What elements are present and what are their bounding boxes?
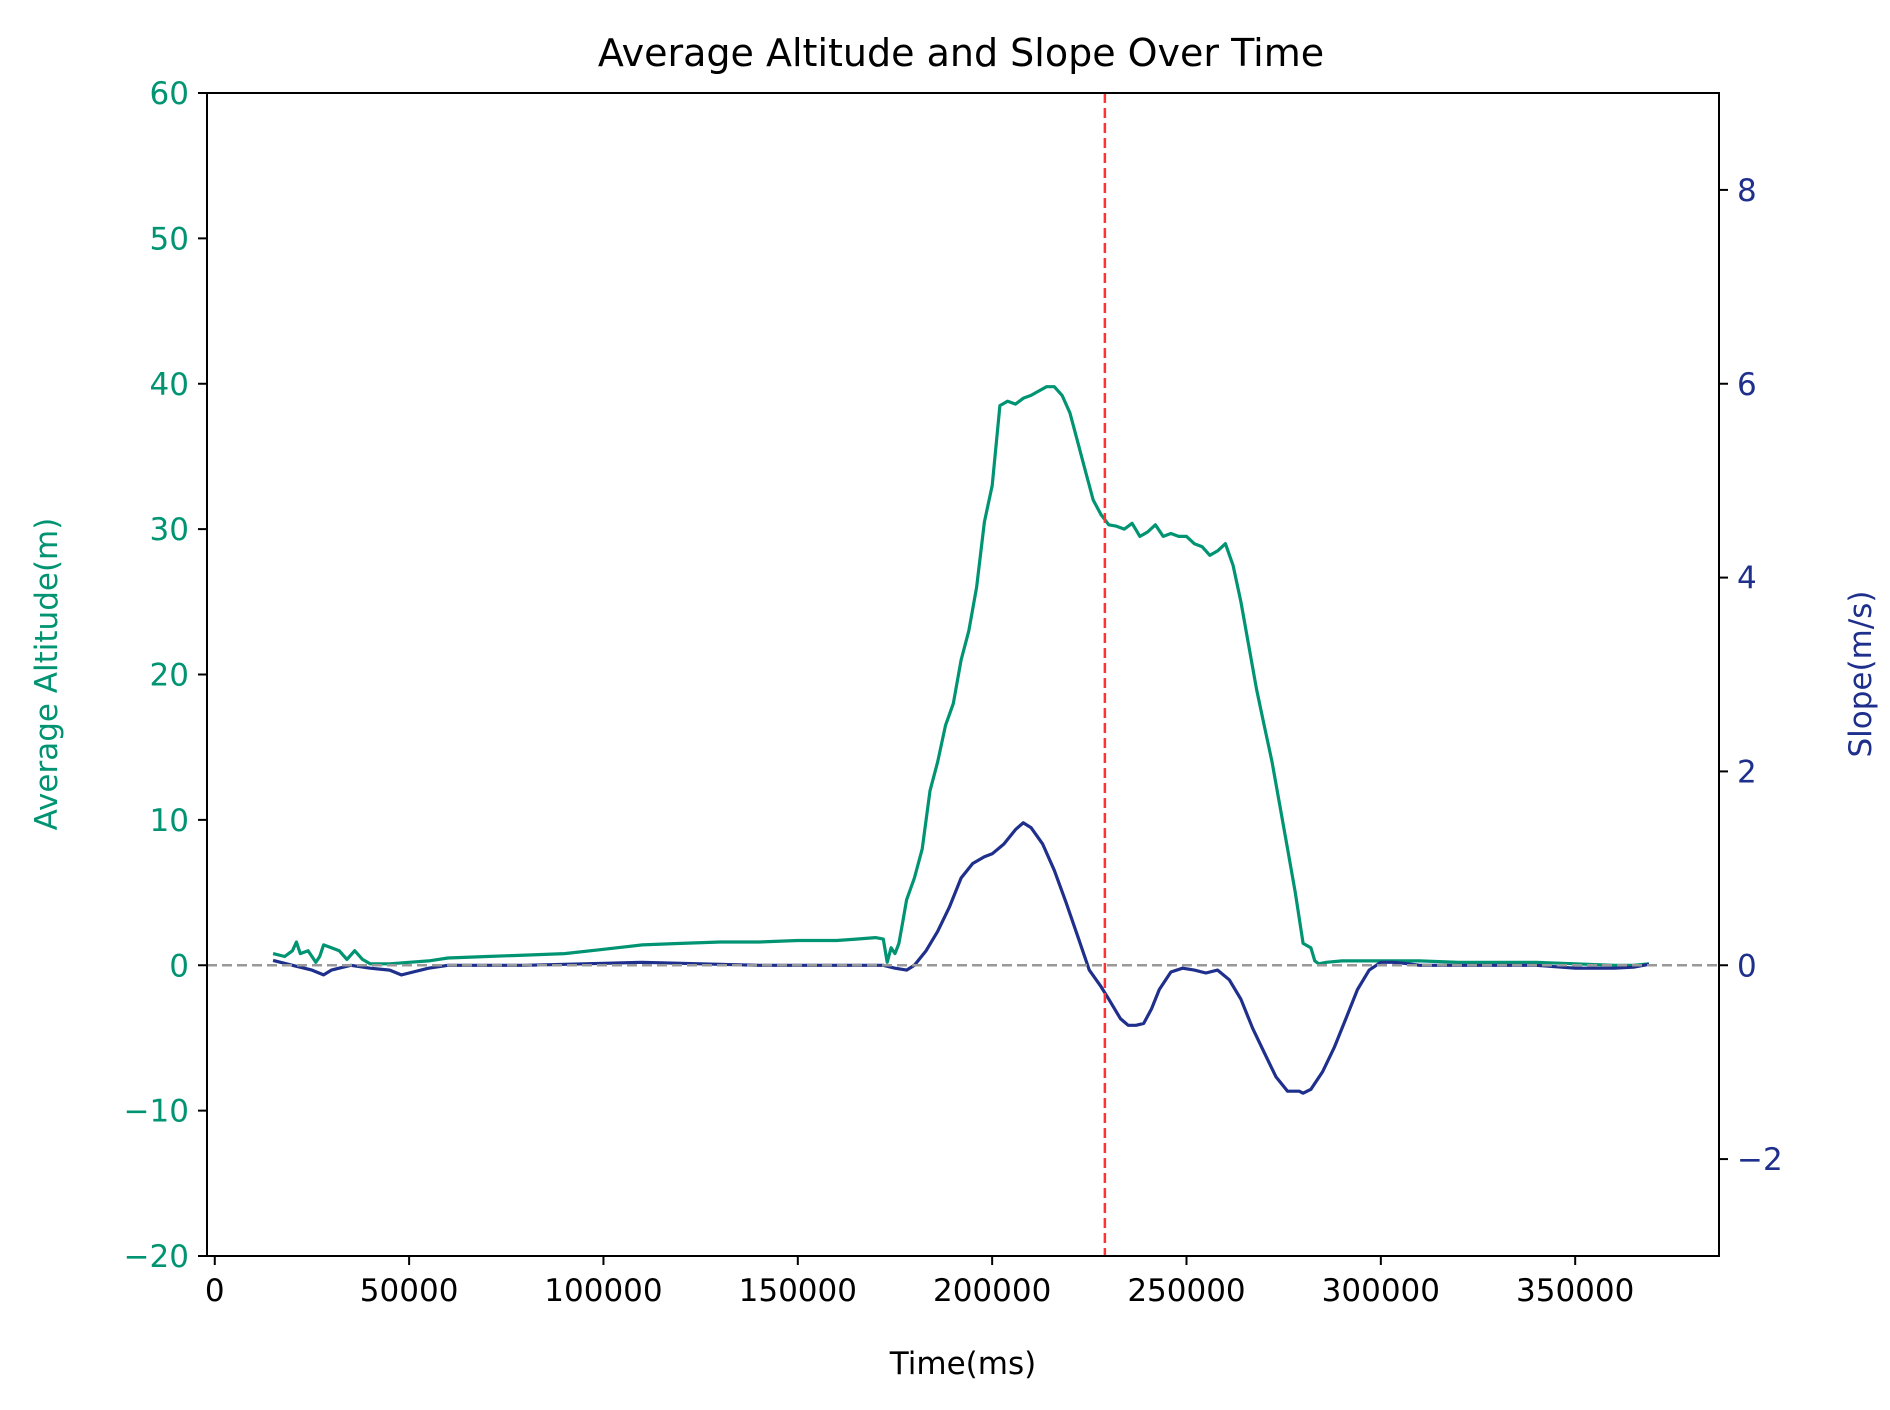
y-left-tick-label: −10	[124, 1094, 189, 1130]
y-left-tick-label: 30	[150, 512, 189, 548]
y-right-tick-label: 0	[1737, 948, 1757, 984]
y-left-tick-label: −20	[124, 1239, 189, 1275]
y-left-tick-label: 0	[169, 948, 189, 984]
x-axis: 0 50000 100000 150000 200000 250000 300000 3500…	[205, 1256, 1634, 1309]
y-axis-left: −20 −10 0 10 20 30 40 50 60	[124, 76, 207, 1275]
y-left-tick-label: 60	[150, 76, 189, 112]
y-left-tick-label: 10	[150, 803, 189, 839]
y-left-tick-label: 50	[150, 221, 189, 257]
y-axis-right: −2 0 2 4 6 8	[1719, 173, 1783, 1178]
reference-lines	[207, 93, 1719, 1256]
x-tick-label: 0	[205, 1273, 225, 1309]
y-right-tick-label: 2	[1737, 754, 1757, 790]
y-left-tick-label: 40	[150, 367, 189, 403]
x-tick-label: 150000	[739, 1273, 857, 1309]
x-tick-label: 200000	[933, 1273, 1051, 1309]
y-left-tick-label: 20	[150, 658, 189, 694]
chart-title: Average Altitude and Slope Over Time	[598, 31, 1324, 75]
y-right-tick-label: 6	[1737, 367, 1757, 403]
altitude-line	[272, 385, 1650, 967]
x-tick-label: 100000	[544, 1273, 662, 1309]
x-tick-label: 250000	[1127, 1273, 1245, 1309]
y-axis-left-label: Average Altitude(m)	[29, 518, 65, 831]
y-right-tick-label: 4	[1737, 561, 1757, 597]
x-axis-label: Time(ms)	[889, 1346, 1036, 1382]
x-tick-label: 50000	[360, 1273, 459, 1309]
x-tick-label: 350000	[1516, 1273, 1634, 1309]
y-right-tick-label: 8	[1737, 173, 1757, 209]
x-tick-label: 300000	[1322, 1273, 1440, 1309]
y-axis-right-label: Slope(m/s)	[1843, 591, 1879, 758]
y-right-tick-label: −2	[1737, 1142, 1783, 1178]
